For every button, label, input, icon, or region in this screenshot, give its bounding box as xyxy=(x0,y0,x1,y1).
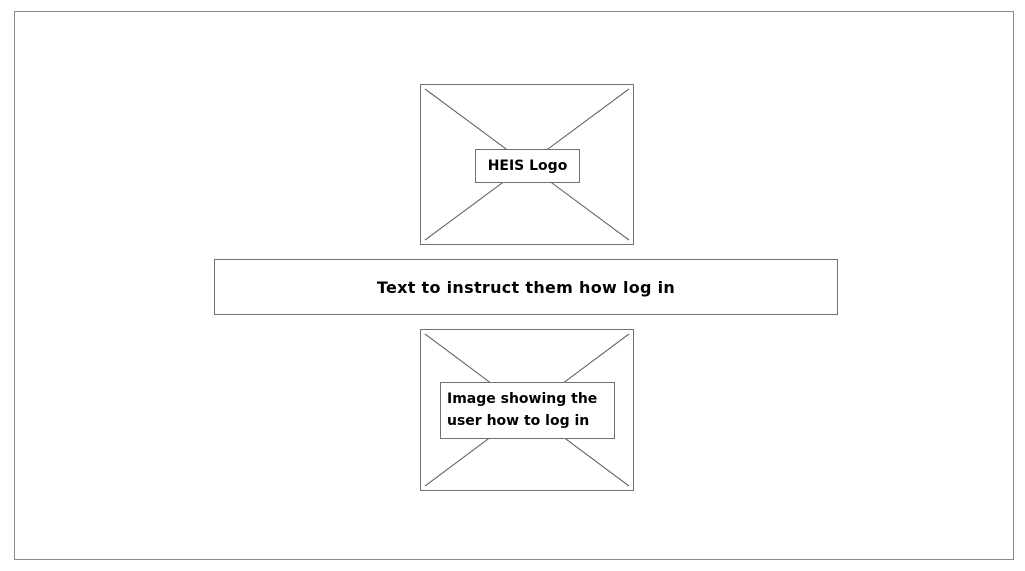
login-help-image-caption: Image showing the user how to log in xyxy=(440,382,615,439)
login-instruction-box: Text to instruct them how log in xyxy=(214,259,838,315)
login-instruction-text: Text to instruct them how log in xyxy=(376,277,676,297)
login-help-image-placeholder: Image showing the user how to log in xyxy=(420,329,634,491)
logo-image-placeholder: HEIS Logo xyxy=(420,84,634,245)
logo-caption: HEIS Logo xyxy=(475,149,580,183)
